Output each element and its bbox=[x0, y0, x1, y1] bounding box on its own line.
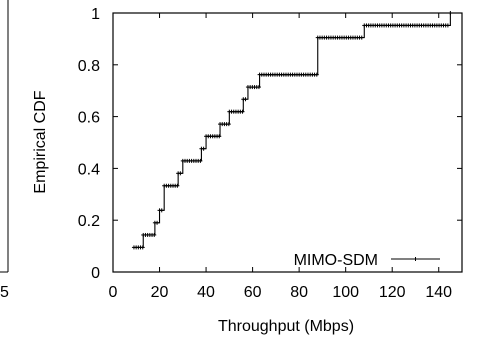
data-point-marker bbox=[140, 245, 145, 250]
y-tick-label: 0.2 bbox=[78, 213, 100, 230]
data-point-marker bbox=[243, 97, 248, 102]
left-panel-tick-label: 5 bbox=[0, 284, 9, 301]
y-tick-label: 1 bbox=[91, 6, 100, 23]
x-tick-label: 140 bbox=[425, 284, 452, 301]
data-point-marker bbox=[175, 183, 180, 188]
y-tick-label: 0 bbox=[91, 265, 100, 282]
data-point-marker bbox=[159, 208, 164, 213]
x-tick-label: 100 bbox=[332, 284, 359, 301]
data-point-marker bbox=[198, 158, 203, 163]
data-point-marker bbox=[448, 11, 453, 15]
legend-label: MIMO-SDM bbox=[294, 252, 378, 269]
x-tick-label: 20 bbox=[151, 284, 169, 301]
data-point-marker bbox=[359, 35, 364, 40]
x-tick-label: 60 bbox=[244, 284, 262, 301]
data-point-marker bbox=[314, 72, 319, 77]
data-point-marker bbox=[256, 85, 261, 90]
x-tick-label: 0 bbox=[109, 284, 118, 301]
data-point-marker bbox=[201, 146, 206, 151]
x-tick-label: 120 bbox=[379, 284, 406, 301]
data-point-marker bbox=[240, 109, 245, 114]
x-tick-label: 40 bbox=[197, 284, 215, 301]
data-point-marker bbox=[226, 122, 231, 127]
y-tick-label: 0.4 bbox=[78, 161, 100, 178]
y-axis-label: Empirical CDF bbox=[32, 90, 49, 193]
series-layer bbox=[131, 11, 453, 250]
y-tick-label: 0.8 bbox=[78, 58, 100, 75]
series-line bbox=[133, 13, 451, 248]
plot-frame bbox=[112, 12, 463, 273]
y-tick-label: 0.6 bbox=[78, 110, 100, 127]
data-point-marker bbox=[155, 220, 160, 225]
data-point-marker bbox=[178, 171, 183, 176]
legend-marker bbox=[413, 257, 418, 261]
axes: 0 20 40 60 80 100 120 140 0 0.2 0.4 0.6 0.8 1 bbox=[78, 6, 463, 301]
x-axis-label: Throughput (Mbps) bbox=[218, 318, 354, 335]
legend: MIMO-SDM bbox=[294, 252, 440, 269]
data-point-marker bbox=[152, 232, 157, 237]
data-point-marker bbox=[217, 134, 222, 139]
data-point-marker bbox=[445, 23, 450, 28]
x-tick-label: 80 bbox=[290, 284, 308, 301]
left-panel-fragment: 5 bbox=[0, 0, 9, 301]
